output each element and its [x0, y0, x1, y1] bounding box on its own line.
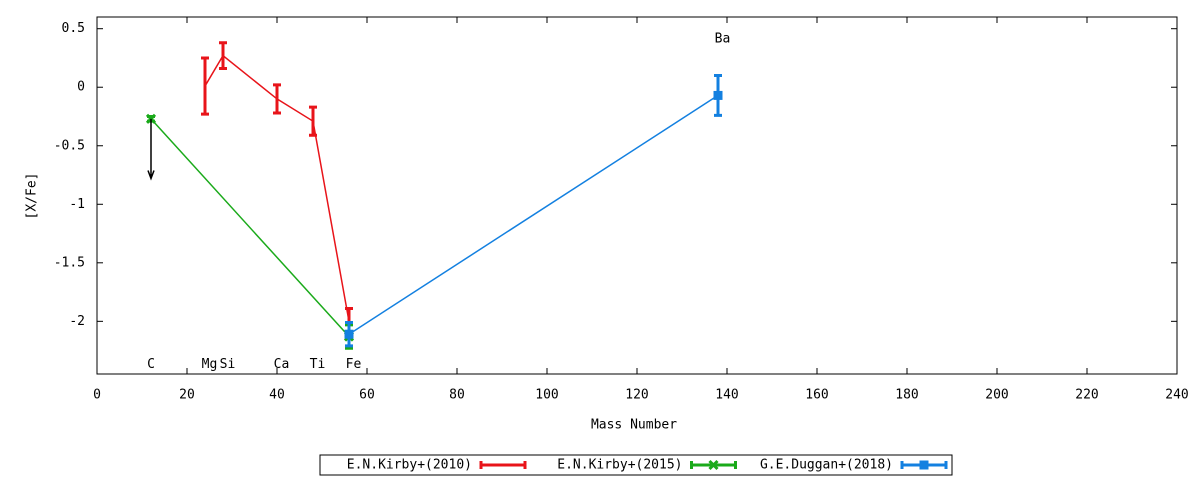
plot-frame: [96, 16, 1178, 375]
legend-frame: [319, 454, 953, 476]
y-tick-label: -1.5: [54, 255, 85, 270]
legend-marker: [919, 460, 929, 470]
element-label: Ca: [274, 357, 290, 372]
x-tick-label: 20: [179, 388, 195, 403]
x-tick-label: 0: [93, 388, 101, 403]
y-axis-label: [X/Fe]: [25, 173, 40, 220]
x-tick-label: 140: [715, 388, 738, 403]
x-tick-label: 100: [535, 388, 558, 403]
error-bar: [201, 56, 209, 116]
x-tick-label: 200: [985, 388, 1008, 403]
upper-limit-arrow: [147, 118, 155, 181]
x-tick-label: 240: [1165, 388, 1188, 403]
y-tick-label: -1: [69, 197, 85, 212]
x-tick-label: 120: [625, 388, 648, 403]
element-label: Ba: [715, 32, 731, 47]
y-tick-label: -2: [69, 314, 85, 329]
legend-label: E.N.Kirby+(2015): [557, 458, 682, 473]
legend-marker: [708, 459, 719, 471]
data-point: [713, 90, 723, 100]
x-tick-label: 220: [1075, 388, 1098, 403]
data-point: [344, 329, 354, 339]
error-bar: [273, 83, 281, 115]
y-tick-label: -0.5: [54, 138, 85, 153]
element-label: Si: [220, 357, 236, 372]
legend-label: E.N.Kirby+(2010): [347, 458, 472, 473]
element-label: Mg: [202, 357, 218, 372]
x-tick-label: 40: [269, 388, 285, 403]
y-tick-label: 0.5: [62, 21, 85, 36]
legend-label: G.E.Duggan+(2018): [760, 458, 893, 473]
x-tick-label: 180: [895, 388, 918, 403]
series-line: [348, 94, 719, 335]
x-axis-label: Mass Number: [591, 418, 677, 433]
series-line: [150, 118, 350, 338]
element-label: Ti: [310, 357, 326, 372]
error-bar: [309, 105, 317, 137]
error-bar: [219, 41, 227, 71]
element-label: C: [147, 357, 155, 372]
x-tick-label: 160: [805, 388, 828, 403]
element-label: Fe: [346, 357, 362, 372]
x-tick-label: 80: [449, 388, 465, 403]
x-tick-label: 60: [359, 388, 375, 403]
legend-swatch: [479, 461, 527, 469]
y-tick-label: 0: [77, 80, 85, 95]
